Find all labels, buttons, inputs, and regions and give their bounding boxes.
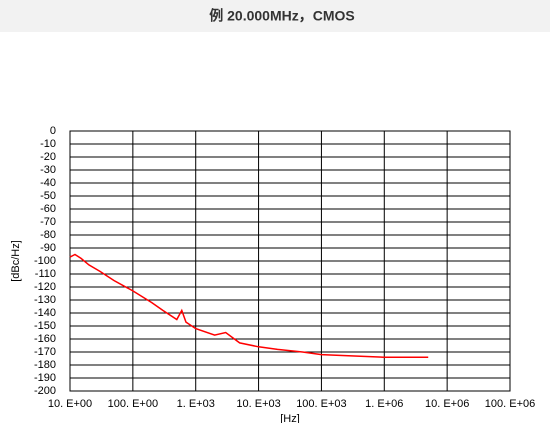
y-tick-label: -200 (34, 385, 56, 397)
y-tick-label: -110 (35, 268, 56, 280)
y-tick-label: -20 (40, 151, 56, 163)
y-tick-label: -60 (40, 203, 56, 215)
y-tick-label: -120 (34, 281, 56, 293)
y-tick-label: -180 (34, 359, 56, 371)
y-tick-label: 0 (50, 125, 56, 137)
y-tick-label: -130 (34, 294, 56, 306)
x-tick-label: 1. E+06 (365, 398, 403, 410)
x-tick-label: 100. E+00 (108, 398, 158, 410)
x-tick-label: 100. E+06 (485, 398, 535, 410)
y-tick-label: -170 (34, 346, 56, 358)
title-band (0, 0, 550, 32)
y-axis-label: [dBc/Hz] (10, 240, 22, 282)
x-tick-label: 10. E+06 (425, 398, 469, 410)
data-line (69, 253, 429, 358)
x-tick-label: 10. E+00 (48, 398, 92, 410)
y-tick-label: -90 (40, 242, 56, 254)
x-tick-label: 100. E+03 (296, 398, 346, 410)
y-tick-label: -100 (34, 255, 56, 267)
y-tick-label: -190 (34, 372, 56, 384)
x-tick-label: 10. E+03 (236, 398, 280, 410)
y-tick-label: -160 (34, 333, 56, 345)
y-tick-label: -70 (40, 216, 56, 228)
chart-title: 例 20.000MHz，CMOS (209, 8, 354, 24)
y-tick-label: -30 (40, 164, 56, 176)
y-tick-label: -50 (40, 190, 56, 202)
y-tick-label: -150 (34, 320, 56, 332)
y-tick-label: -140 (34, 307, 56, 319)
y-tick-label: -80 (40, 229, 56, 241)
y-tick-label: -40 (40, 177, 56, 189)
x-axis-label: [Hz] (280, 413, 300, 423)
y-tick-label: -10 (40, 138, 56, 150)
x-tick-label: 1. E+03 (177, 398, 215, 410)
